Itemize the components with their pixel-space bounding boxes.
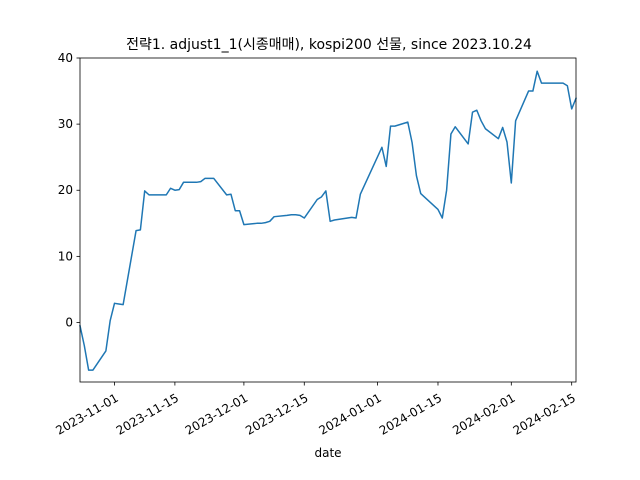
- x-axis-label: date: [314, 446, 341, 460]
- x-tick-label: 2023-11-15: [114, 391, 181, 438]
- x-tick-label: 2024-02-01: [450, 391, 517, 438]
- y-tick-label: 30: [58, 117, 73, 131]
- x-tick-label: 2023-11-01: [53, 391, 120, 438]
- series-line-0: [79, 70, 577, 371]
- x-tick-label: 2023-12-01: [183, 391, 250, 438]
- y-tick-label: 20: [58, 183, 73, 197]
- x-tick-label: 2024-02-15: [511, 391, 578, 438]
- x-tick-label: 2024-01-15: [377, 391, 444, 438]
- y-tick-label: 0: [65, 315, 73, 329]
- x-tick-label: 2023-12-15: [243, 391, 310, 438]
- chart-title: 전략1. adjust1_1(시종매매), kospi200 선물, since…: [126, 37, 532, 53]
- plot-frame: [79, 57, 577, 383]
- y-tick-label: 40: [58, 51, 73, 65]
- y-tick-label: 10: [58, 249, 73, 263]
- x-tick-label: 2024-01-01: [316, 391, 383, 438]
